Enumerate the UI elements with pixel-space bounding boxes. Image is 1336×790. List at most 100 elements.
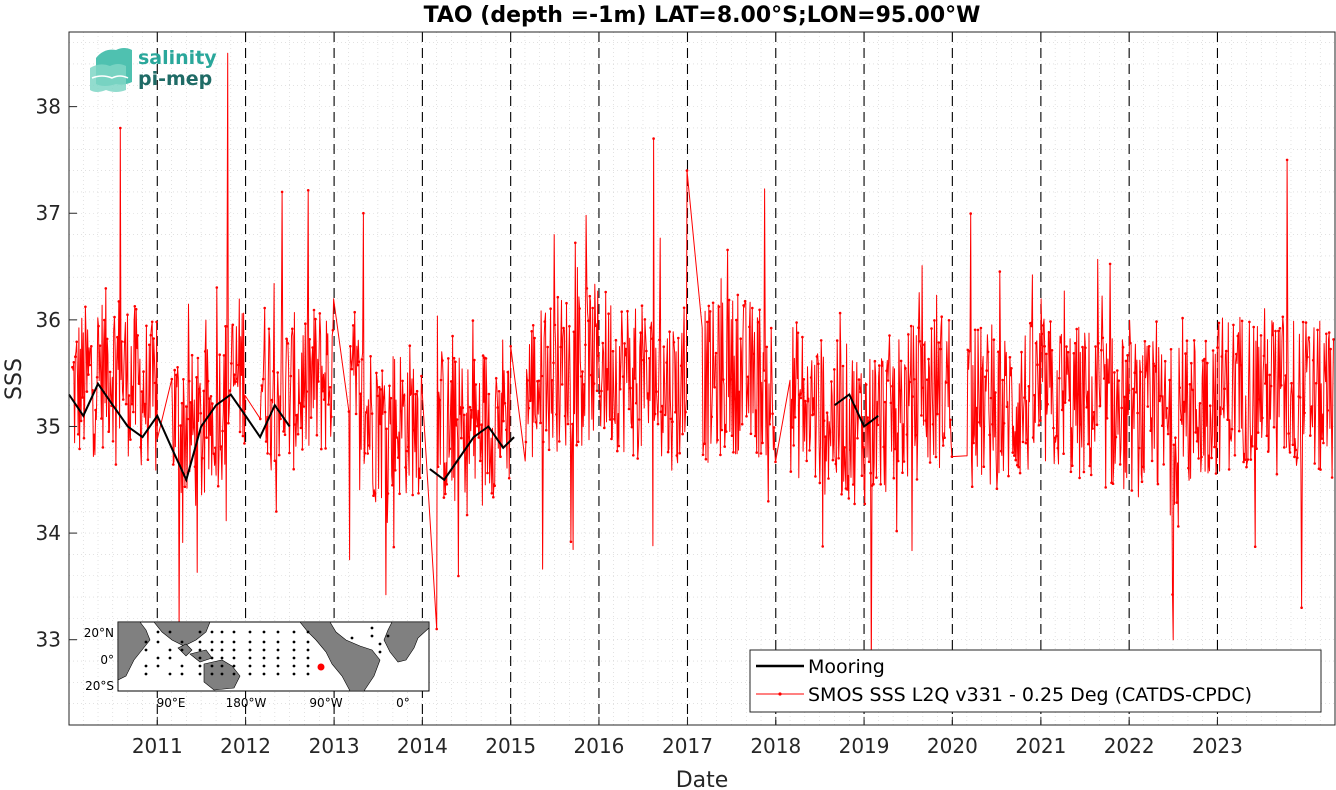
smos-point	[130, 402, 134, 406]
inset-map-mooring-dot	[220, 630, 224, 634]
smos-point	[1291, 443, 1295, 447]
x-tick-label: 2020	[927, 734, 978, 758]
smos-point	[1271, 333, 1274, 337]
smos-point	[448, 447, 452, 451]
smos-point	[401, 379, 404, 383]
smos-point	[767, 500, 770, 503]
smos-point	[1248, 320, 1251, 324]
inset-map-mooring-dot	[248, 648, 252, 652]
smos-point	[588, 294, 592, 298]
smos-point	[1017, 465, 1020, 469]
smos-point	[563, 414, 567, 418]
smos-point	[912, 378, 916, 381]
smos-point	[1042, 324, 1045, 327]
inset-map-mooring-dot	[198, 656, 202, 660]
smos-point	[972, 441, 975, 445]
smos-point	[986, 350, 990, 354]
smos-point	[550, 379, 554, 382]
smos-point	[1001, 378, 1004, 382]
smos-point	[312, 308, 316, 312]
smos-point	[260, 384, 264, 387]
smos-point	[604, 290, 607, 294]
smos-point	[1198, 402, 1202, 405]
smos-point	[835, 339, 839, 342]
smos-point	[266, 452, 269, 455]
smos-point	[1192, 339, 1196, 342]
smos-point	[920, 414, 923, 417]
smos-point	[805, 459, 808, 463]
smos-point	[149, 333, 153, 337]
smos-point	[399, 409, 403, 413]
smos-point	[1242, 460, 1245, 464]
smos-point	[1316, 328, 1319, 332]
smos-point	[941, 444, 945, 447]
smos-point	[909, 324, 913, 328]
smos-point	[212, 452, 216, 456]
inset-map-mooring-dot	[378, 650, 382, 654]
smos-point	[190, 353, 194, 357]
smos-point	[769, 326, 773, 330]
mooring-line	[834, 392, 879, 429]
smos-point	[1191, 388, 1195, 392]
smos-point	[851, 483, 855, 486]
smos-point	[701, 453, 705, 457]
smos-point	[1073, 341, 1077, 345]
inset-map-location-marker	[317, 663, 325, 671]
smos-point	[923, 343, 926, 347]
smos-point	[90, 345, 93, 348]
smos-point	[982, 465, 986, 469]
smos-point	[840, 493, 843, 496]
smos-point	[461, 406, 465, 410]
smos-point	[467, 435, 470, 439]
smos-point	[1301, 320, 1305, 324]
smos-point	[934, 455, 938, 459]
smos-point	[824, 435, 827, 439]
smos-point	[1034, 341, 1038, 345]
smos-point	[449, 380, 453, 383]
smos-point	[325, 352, 329, 356]
smos-point	[806, 399, 810, 403]
smos-point	[279, 417, 282, 421]
smos-point	[997, 350, 1000, 354]
inset-map-land	[117, 621, 430, 692]
smos-point	[1185, 339, 1189, 343]
smos-point	[454, 360, 457, 364]
smos-point	[668, 330, 671, 334]
smos-point	[234, 380, 237, 384]
mooring-line	[429, 425, 515, 482]
inset-map-mooring-dot	[220, 672, 224, 676]
smos-point	[1309, 434, 1312, 437]
inset-map-mooring-dot	[144, 672, 148, 676]
inset-map-mooring-dot	[262, 630, 266, 634]
smos-point	[127, 394, 131, 397]
smos-point	[814, 475, 817, 478]
smos-point	[901, 471, 904, 475]
smos-point	[1060, 408, 1064, 412]
smos-point	[618, 387, 622, 391]
smos-point	[1002, 422, 1006, 425]
smos-point	[1100, 348, 1103, 352]
x-tick-label: 2023	[1192, 734, 1243, 758]
smos-point	[1015, 463, 1019, 467]
smos-point	[833, 368, 836, 371]
smos-point	[211, 402, 214, 405]
smos-point	[1108, 262, 1112, 266]
smos-point	[280, 190, 284, 194]
x-axis-label: Date	[676, 768, 729, 790]
smos-point	[394, 469, 397, 472]
smos-point	[465, 513, 469, 517]
smos-point	[324, 447, 327, 450]
smos-point	[1116, 369, 1119, 372]
inset-map-mooring-dot	[276, 630, 280, 634]
smos-point	[915, 478, 919, 481]
smos-point	[1155, 320, 1158, 323]
smos-point	[478, 459, 482, 463]
smos-point	[1063, 401, 1067, 404]
smos-point	[1145, 368, 1148, 372]
smos-point	[560, 383, 564, 386]
smos-point	[819, 339, 823, 342]
inset-map-mooring-dot	[248, 664, 252, 668]
smos-point	[282, 430, 285, 433]
plot-area	[69, 32, 1335, 725]
smos-point	[272, 369, 275, 373]
